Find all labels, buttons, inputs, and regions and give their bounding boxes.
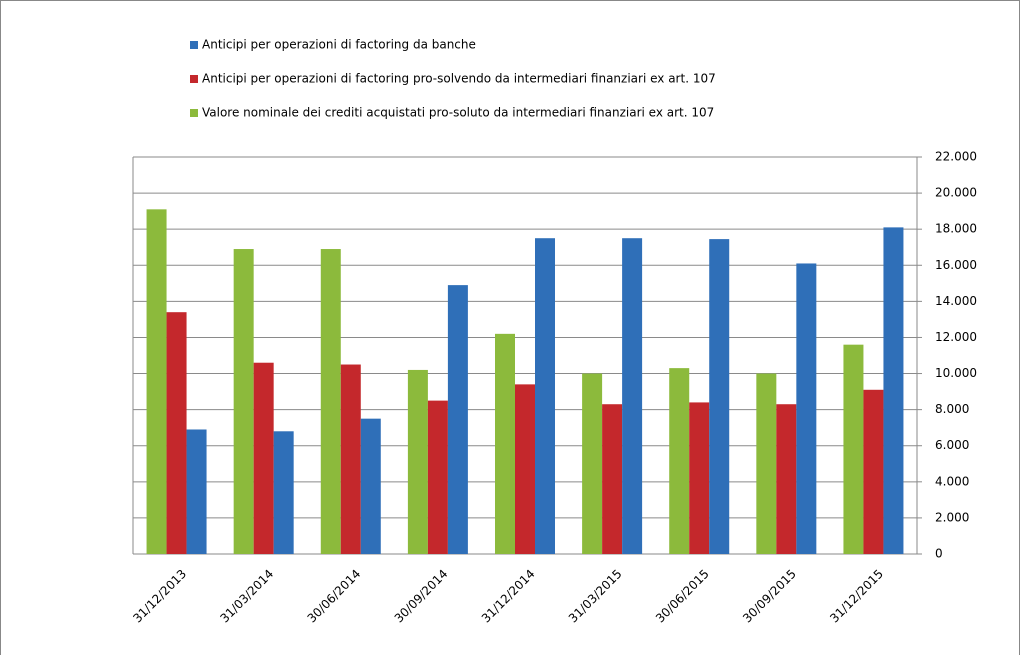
bar	[602, 404, 623, 554]
y-tick-label: 6.000	[935, 438, 969, 452]
bar	[669, 368, 690, 554]
bar	[582, 373, 603, 554]
bar	[447, 285, 468, 554]
y-tick-label: 16.000	[935, 258, 977, 272]
legend-label: Anticipi per operazioni di factoring da …	[202, 38, 476, 52]
y-tick-label: 10.000	[935, 366, 977, 380]
bar	[709, 239, 730, 554]
y-tick-label: 4.000	[935, 474, 969, 488]
y-tick-label: 0	[935, 547, 943, 561]
bar	[166, 312, 187, 554]
legend-swatch	[190, 75, 198, 83]
bar	[843, 344, 864, 554]
bar	[427, 400, 448, 554]
bar	[796, 263, 817, 554]
bar	[360, 418, 381, 554]
bar	[253, 362, 274, 554]
bar	[776, 404, 797, 554]
y-tick-label: 8.000	[935, 402, 969, 416]
y-tick-label: 12.000	[935, 330, 977, 344]
y-tick-label: 22.000	[935, 150, 977, 164]
legend-label: Valore nominale dei crediti acquistati p…	[202, 106, 714, 120]
y-tick-label: 2.000	[935, 510, 969, 524]
bar	[407, 369, 428, 554]
bar	[622, 238, 643, 555]
y-tick-label: 14.000	[935, 294, 977, 308]
bar	[863, 389, 884, 554]
bar	[756, 373, 777, 554]
bar	[186, 429, 207, 554]
bar	[146, 209, 167, 554]
bar	[883, 227, 904, 555]
legend-swatch	[190, 41, 198, 49]
bar	[273, 431, 294, 554]
legend-label: Anticipi per operazioni di factoring pro…	[202, 72, 716, 86]
bar	[689, 402, 710, 554]
y-tick-label: 20.000	[935, 186, 977, 200]
bar	[340, 364, 361, 554]
bar	[495, 333, 515, 554]
bar	[535, 238, 555, 555]
bar	[320, 249, 341, 555]
bar	[233, 249, 254, 555]
legend-swatch	[190, 109, 198, 117]
y-tick-label: 18.000	[935, 222, 977, 236]
bar	[515, 384, 535, 554]
